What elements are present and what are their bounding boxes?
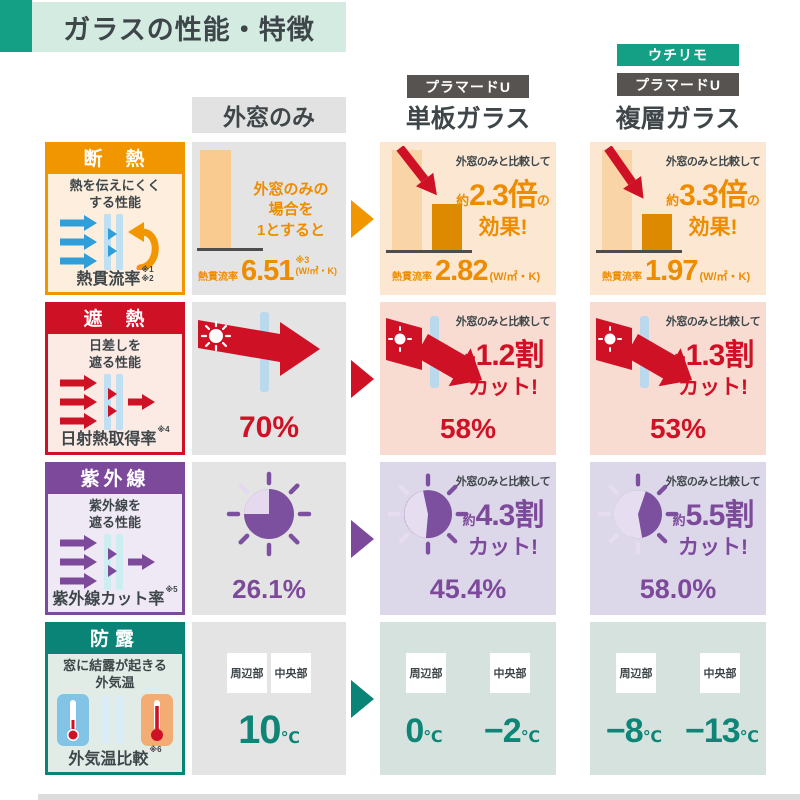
zone-center: 中央部 <box>271 653 311 693</box>
baseline-uv-cut-value: 26.1% <box>232 574 306 604</box>
baseline-cell-uv: 26.1% <box>192 462 346 615</box>
improvement-claim: 外窓のみと比較して 約1.2割 カット! <box>455 316 551 399</box>
row-uv: 紫外線 紫外線を 遮る性能 紫外線カット率※5 <box>0 462 800 615</box>
bar-after <box>432 204 462 250</box>
sun-pie-icon <box>597 473 679 555</box>
single-perimeter-temp: 0℃ <box>405 712 443 750</box>
baseline-temp: 10℃ <box>238 708 300 752</box>
single-cell-shading: 外窓のみと比較して 約1.2割 カット! 58% <box>380 302 556 455</box>
single-cell-insulation: 外窓のみと比較して 約2.3倍の 効果! 熱貫流率 2.82 (W/㎡・K) <box>380 142 556 295</box>
row-condensation: 防露 窓に結露が起きる 外気温 外気温比較※6 <box>0 622 800 775</box>
zone-labels: 周辺部 中央部 <box>590 653 766 693</box>
thermometers-icon <box>57 693 173 746</box>
double-center-temp: −13℃ <box>684 712 760 750</box>
title-accent-square <box>0 0 32 52</box>
arrow-right-icon <box>351 680 374 718</box>
baseline-note: 外窓のみの 場合を 1とすると <box>253 181 329 239</box>
double-cell-uv: 外窓のみと比較して 約5.5割 カット! 58.0% <box>590 462 766 615</box>
improvement-claim: 外窓のみと比較して 約4.3割 カット! <box>455 476 551 559</box>
zone-center: 中央部 <box>700 653 740 693</box>
insulation-title: 断 熱 <box>48 145 182 174</box>
baseline-u-value: 熱貫流率 6.51 ※3 (W/㎡・K) <box>198 255 337 287</box>
shading-title: 遮 熱 <box>48 305 182 334</box>
uv-arrows-icon <box>60 533 155 590</box>
row-insulation: 断 熱 熱を伝えにくく する性能 熱貫流率※1 ※2 <box>0 142 800 295</box>
double-cell-shading: 外窓のみと比較して 約1.3割 カット! 53% <box>590 302 766 455</box>
double-perimeter-temp: −8℃ <box>605 712 663 750</box>
bar-axis <box>596 250 682 253</box>
arrow-right-icon <box>351 200 374 238</box>
single-u-value: 熱貫流率 2.82 (W/㎡・K) <box>392 255 541 287</box>
sun-pie-icon <box>226 471 312 557</box>
baseline-shgc-value: 70% <box>238 411 300 444</box>
zone-perimeter: 周辺部 <box>227 653 267 693</box>
baseline-bar <box>200 150 231 248</box>
shading-desc: 日差しを 遮る性能 <box>88 338 141 370</box>
single-uv-cut-value: 45.4% <box>429 574 507 604</box>
down-arrow-icon <box>396 146 437 196</box>
zone-perimeter: 周辺部 <box>616 653 656 693</box>
double-shgc-value: 53% <box>649 413 707 444</box>
row-heat-shading: 遮 熱 日差しを 遮る性能 日射熱取得率※4 <box>0 302 800 455</box>
uv-title: 紫外線 <box>48 465 182 494</box>
arrow-right-icon <box>351 360 374 398</box>
page-title: ガラスの性能・特徴 <box>63 14 315 45</box>
column-header-double: 複層ガラス <box>615 105 741 133</box>
insulation-heat-arrows-icon <box>60 213 159 270</box>
baseline-cell-insulation: 外窓のみの 場合を 1とすると 熱貫流率 6.51 ※3 (W/㎡・K) <box>192 142 346 295</box>
sun-deflected-icon <box>596 316 693 388</box>
brand-badge-uchirimo: ウチリモ <box>617 44 739 66</box>
improvement-claim: 外窓のみと比較して 約3.3倍の 効果! <box>665 156 761 239</box>
condensation-label-box: 防露 窓に結露が起きる 外気温 外気温比較※6 <box>45 622 185 775</box>
sun-deflected-icon <box>386 316 483 388</box>
zone-labels: 周辺部 中央部 <box>192 653 346 693</box>
zone-perimeter: 周辺部 <box>406 653 446 693</box>
condensation-desc: 窓に結露が起きる 外気温 <box>63 658 167 690</box>
double-uv-cut-value: 58.0% <box>639 574 717 604</box>
arrow-right-icon <box>351 520 374 558</box>
insulation-label-box: 断 熱 熱を伝えにくく する性能 熱貫流率※1 ※2 <box>45 142 185 295</box>
improvement-claim: 外窓のみと比較して 約1.3割 カット! <box>665 316 761 399</box>
footnote-strip <box>38 794 800 800</box>
bar-axis <box>386 250 472 253</box>
condensation-title: 防露 <box>48 625 182 654</box>
single-shgc-value: 58% <box>439 413 497 444</box>
insulation-measure-label: 熱貫流率※1 ※2 <box>76 265 154 288</box>
title-bar: ガラスの性能・特徴 <box>32 2 346 52</box>
brand-badge-single: プラマードU <box>407 75 529 98</box>
column-header-baseline: 外窓のみ <box>192 97 346 133</box>
uv-measure-label: 紫外線カット率※5 <box>52 585 178 608</box>
zone-labels: 周辺部 中央部 <box>380 653 556 693</box>
condensation-measure-label: 外気温比較※6 <box>68 745 162 768</box>
column-header-single: 単板ガラス <box>405 105 531 133</box>
brand-badge-double: プラマードU <box>617 73 739 96</box>
single-cell-condensation: 周辺部 中央部 0℃ −2℃ <box>380 622 556 775</box>
zone-center: 中央部 <box>490 653 530 693</box>
sun-pie-icon <box>387 473 469 555</box>
double-cell-condensation: 周辺部 中央部 −8℃ −13℃ <box>590 622 766 775</box>
improvement-claim: 外窓のみと比較して 約5.5割 カット! <box>665 476 761 559</box>
improvement-claim: 外窓のみと比較して 約2.3倍の 効果! <box>455 156 551 239</box>
single-center-temp: −2℃ <box>483 712 541 750</box>
baseline-cell-condensation: 周辺部 中央部 10℃ <box>192 622 346 775</box>
sun-through-glass-icon <box>198 312 320 392</box>
down-arrow-icon <box>604 146 644 199</box>
bar-after <box>642 214 672 250</box>
insulation-desc: 熱を伝えにくく する性能 <box>69 178 161 210</box>
shading-measure-label: 日射熱取得率※4 <box>60 425 170 448</box>
uv-label-box: 紫外線 紫外線を 遮る性能 紫外線カット率※5 <box>45 462 185 615</box>
double-u-value: 熱貫流率 1.97 (W/㎡・K) <box>602 255 751 287</box>
sun-arrows-icon <box>60 373 155 430</box>
shading-label-box: 遮 熱 日差しを 遮る性能 日射熱取得率※4 <box>45 302 185 455</box>
baseline-cell-shading: 70% <box>192 302 346 455</box>
single-cell-uv: 外窓のみと比較して 約4.3割 カット! 45.4% <box>380 462 556 615</box>
double-cell-insulation: 外窓のみと比較して 約3.3倍の 効果! 熱貫流率 1.97 (W/㎡・K) <box>590 142 766 295</box>
uv-desc: 紫外線を 遮る性能 <box>88 498 141 530</box>
baseline-axis <box>197 248 263 251</box>
